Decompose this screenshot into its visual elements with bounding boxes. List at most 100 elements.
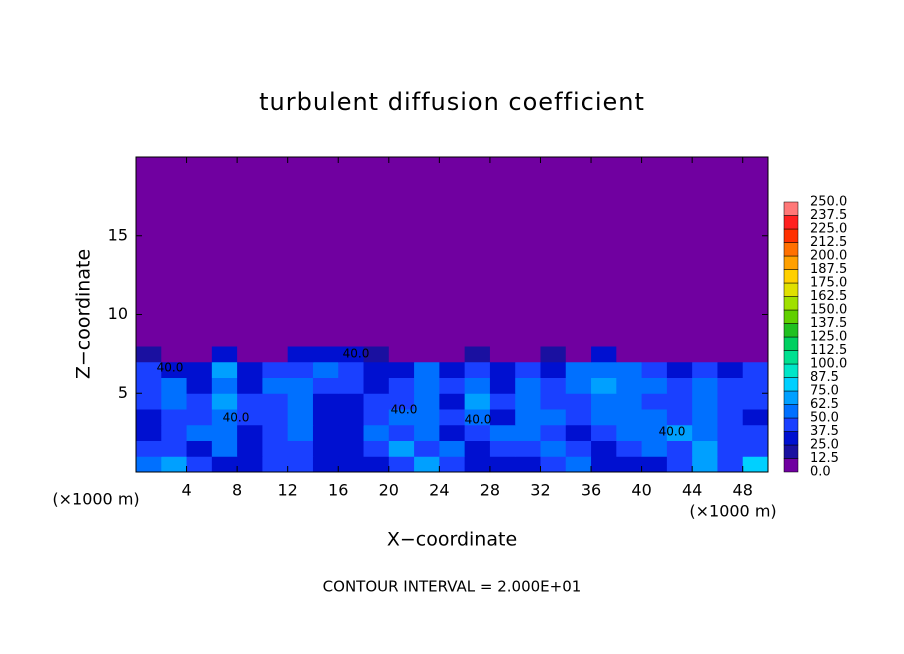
x-unit: (×1000 m) bbox=[52, 490, 139, 509]
cell bbox=[717, 157, 744, 347]
cell bbox=[287, 393, 314, 410]
cell bbox=[136, 157, 162, 347]
cell bbox=[312, 424, 339, 441]
cell bbox=[641, 157, 668, 347]
cell bbox=[565, 346, 592, 363]
cell bbox=[540, 393, 567, 410]
cell bbox=[717, 440, 744, 457]
cell bbox=[363, 346, 390, 363]
cell bbox=[388, 346, 415, 363]
x-tick-label: 12 bbox=[278, 481, 298, 500]
cell bbox=[338, 377, 365, 394]
cell bbox=[540, 377, 567, 394]
cell bbox=[666, 456, 693, 473]
cell bbox=[641, 377, 668, 394]
cell bbox=[237, 424, 263, 441]
cell bbox=[591, 346, 617, 363]
cell bbox=[641, 409, 668, 426]
contour-label: 40.0 bbox=[343, 347, 370, 361]
cell bbox=[287, 424, 314, 441]
cell bbox=[692, 361, 718, 378]
cell bbox=[312, 361, 339, 378]
cell bbox=[287, 409, 314, 426]
cell bbox=[692, 393, 718, 410]
cell bbox=[388, 377, 415, 394]
cell bbox=[186, 361, 213, 378]
x-tick-label: 8 bbox=[232, 481, 242, 500]
cell bbox=[717, 346, 744, 363]
cell bbox=[464, 361, 491, 378]
colorbar-label: 137.5 bbox=[810, 316, 847, 331]
y-axis-label: Z−coordinate bbox=[73, 249, 95, 379]
cell bbox=[742, 440, 769, 457]
cell bbox=[262, 361, 289, 378]
cell bbox=[641, 424, 668, 441]
cell bbox=[742, 346, 769, 363]
cell bbox=[262, 440, 289, 457]
colorbar-band bbox=[783, 323, 799, 338]
cell bbox=[338, 361, 365, 378]
cell bbox=[363, 440, 390, 457]
cell bbox=[363, 409, 390, 426]
cell bbox=[262, 377, 289, 394]
cell bbox=[540, 409, 567, 426]
cell bbox=[186, 409, 213, 426]
cell bbox=[692, 440, 718, 457]
colorbar-band bbox=[783, 431, 799, 446]
cell bbox=[388, 424, 415, 441]
cell bbox=[464, 377, 491, 394]
footnote: CONTOUR INTERVAL = 2.000E+01 bbox=[323, 578, 582, 596]
cell bbox=[565, 377, 592, 394]
colorbar-band bbox=[783, 269, 799, 284]
cell bbox=[540, 440, 567, 457]
cell bbox=[262, 456, 289, 473]
cell bbox=[439, 377, 466, 394]
cell bbox=[692, 346, 718, 363]
colorbar-label: 87.5 bbox=[810, 370, 839, 385]
colorbar-band bbox=[783, 404, 799, 419]
cell bbox=[565, 409, 592, 426]
cell bbox=[616, 157, 643, 347]
colorbar-label: 0.0 bbox=[810, 465, 831, 480]
cell bbox=[186, 377, 213, 394]
cell bbox=[742, 456, 769, 473]
cell bbox=[540, 157, 567, 347]
cell bbox=[591, 409, 617, 426]
colorbar-band bbox=[783, 228, 799, 243]
cell bbox=[211, 440, 238, 457]
cell bbox=[338, 456, 365, 473]
cell bbox=[464, 440, 491, 457]
cell bbox=[692, 377, 718, 394]
colorbar-band bbox=[783, 458, 799, 473]
cell bbox=[262, 409, 289, 426]
cell bbox=[666, 409, 693, 426]
cell bbox=[338, 393, 365, 410]
cell bbox=[515, 377, 541, 394]
cell bbox=[439, 346, 466, 363]
colorbar-band bbox=[783, 201, 799, 216]
x-tick-label: 24 bbox=[429, 481, 449, 500]
cell bbox=[287, 157, 314, 347]
colorbar-band bbox=[783, 444, 799, 459]
colorbar-band bbox=[783, 282, 799, 297]
colorbar-label: 187.5 bbox=[810, 262, 847, 277]
cell bbox=[186, 346, 213, 363]
cell bbox=[414, 361, 440, 378]
colorbar-label: 75.0 bbox=[810, 384, 839, 399]
cell bbox=[136, 377, 162, 394]
cell bbox=[641, 346, 668, 363]
cell bbox=[237, 393, 263, 410]
cell bbox=[262, 424, 289, 441]
cell bbox=[312, 456, 339, 473]
cell bbox=[237, 409, 263, 426]
cell bbox=[692, 456, 718, 473]
colorbar-label: 225.0 bbox=[810, 222, 847, 237]
cell bbox=[237, 456, 263, 473]
cell bbox=[414, 409, 440, 426]
cell bbox=[591, 456, 617, 473]
cell bbox=[237, 157, 263, 347]
cell bbox=[489, 393, 516, 410]
cell bbox=[489, 361, 516, 378]
cell bbox=[338, 409, 365, 426]
colorbar-label: 162.5 bbox=[810, 289, 847, 304]
